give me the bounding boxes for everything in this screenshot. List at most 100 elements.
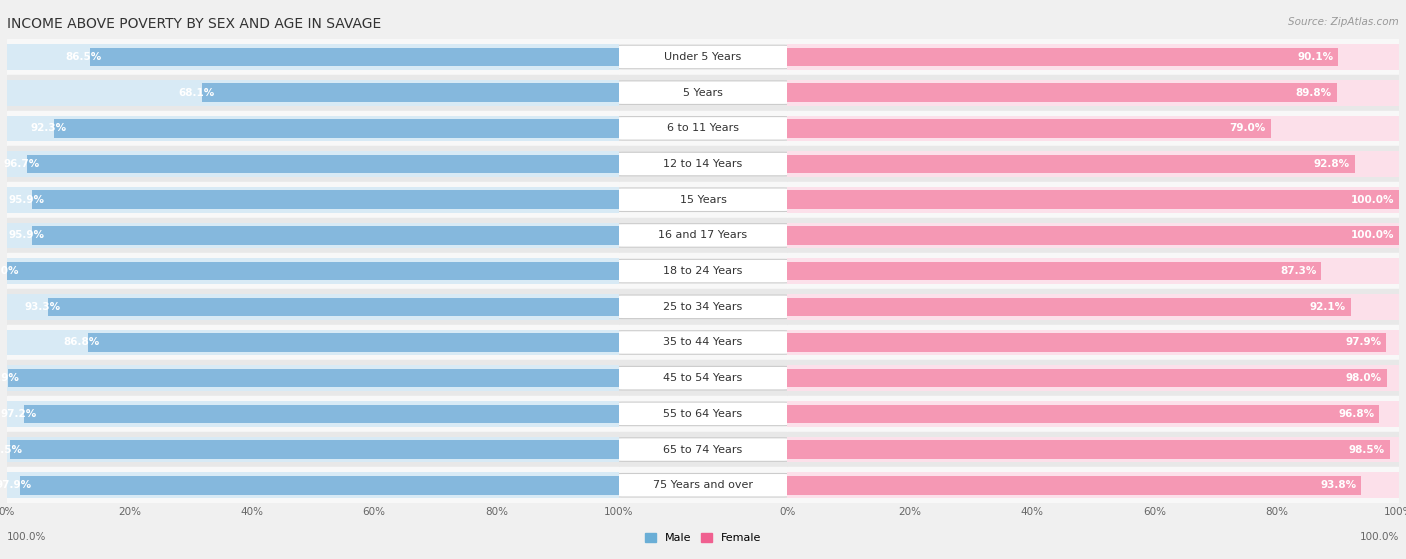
Bar	[619, 182, 787, 217]
Text: 96.7%: 96.7%	[3, 159, 39, 169]
Text: 89.8%: 89.8%	[1295, 88, 1331, 98]
Text: 97.2%: 97.2%	[0, 409, 37, 419]
FancyBboxPatch shape	[613, 152, 793, 176]
Text: Under 5 Years: Under 5 Years	[665, 52, 741, 62]
Text: 6 to 11 Years: 6 to 11 Years	[666, 124, 740, 134]
Bar	[787, 401, 1399, 427]
Bar	[619, 396, 787, 432]
FancyBboxPatch shape	[613, 366, 793, 390]
Bar	[87, 333, 619, 352]
Bar	[619, 467, 787, 503]
Bar	[787, 222, 1399, 248]
Bar	[7, 401, 619, 427]
Text: 16 and 17 Years: 16 and 17 Years	[658, 230, 748, 240]
Bar	[787, 187, 1399, 212]
Bar	[7, 361, 619, 396]
Bar	[7, 253, 619, 289]
Text: 15 Years: 15 Years	[679, 195, 727, 205]
Bar	[787, 467, 1399, 503]
Bar	[787, 217, 1399, 253]
Text: 98.5%: 98.5%	[1348, 444, 1385, 454]
Bar	[787, 472, 1399, 498]
Bar	[7, 75, 619, 111]
Text: 18 to 24 Years: 18 to 24 Years	[664, 266, 742, 276]
Bar	[619, 432, 787, 467]
Text: 100.0%: 100.0%	[1360, 532, 1399, 542]
Bar	[787, 119, 1271, 138]
FancyBboxPatch shape	[613, 188, 793, 211]
Bar	[787, 111, 1399, 146]
Text: 100.0%: 100.0%	[0, 266, 20, 276]
Bar	[787, 437, 1399, 462]
Bar	[7, 222, 619, 248]
Bar	[7, 366, 619, 391]
Bar	[7, 39, 619, 75]
Bar	[787, 226, 1399, 245]
Bar	[7, 146, 619, 182]
Bar	[787, 253, 1399, 289]
Bar	[619, 325, 787, 361]
Text: 86.5%: 86.5%	[66, 52, 101, 62]
Bar	[7, 432, 619, 467]
Bar	[787, 432, 1399, 467]
Bar	[787, 182, 1399, 217]
Bar	[7, 262, 619, 281]
Bar	[32, 191, 619, 209]
Bar	[7, 258, 619, 284]
Text: 97.9%: 97.9%	[0, 480, 32, 490]
Bar	[787, 440, 1389, 459]
Text: 95.9%: 95.9%	[8, 230, 45, 240]
Bar	[787, 262, 1322, 281]
FancyBboxPatch shape	[613, 224, 793, 247]
Bar	[787, 325, 1399, 361]
FancyBboxPatch shape	[613, 117, 793, 140]
Bar	[7, 437, 619, 462]
Bar	[619, 361, 787, 396]
Bar	[787, 75, 1399, 111]
Bar	[48, 297, 619, 316]
Bar	[619, 146, 787, 182]
Bar	[619, 75, 787, 111]
FancyBboxPatch shape	[613, 295, 793, 319]
Bar	[787, 191, 1399, 209]
Bar	[7, 396, 619, 432]
Bar	[90, 48, 619, 67]
Text: 97.9%: 97.9%	[1346, 338, 1381, 348]
Text: 92.8%: 92.8%	[1315, 159, 1350, 169]
Bar	[7, 330, 619, 356]
Bar	[27, 155, 619, 173]
Bar	[787, 44, 1399, 70]
Text: 75 Years and over: 75 Years and over	[652, 480, 754, 490]
Text: 12 to 14 Years: 12 to 14 Years	[664, 159, 742, 169]
Text: 96.8%: 96.8%	[1339, 409, 1375, 419]
FancyBboxPatch shape	[613, 259, 793, 283]
Text: 68.1%: 68.1%	[179, 88, 214, 98]
FancyBboxPatch shape	[613, 402, 793, 425]
Bar	[787, 155, 1355, 173]
Text: 95.9%: 95.9%	[8, 195, 45, 205]
Bar	[7, 472, 619, 498]
Bar	[787, 330, 1399, 356]
Bar	[787, 396, 1399, 432]
Text: 92.3%: 92.3%	[31, 124, 66, 134]
Bar	[7, 289, 619, 325]
Bar	[7, 116, 619, 141]
Bar	[787, 333, 1386, 352]
Text: 90.1%: 90.1%	[1298, 52, 1333, 62]
Text: 55 to 64 Years: 55 to 64 Years	[664, 409, 742, 419]
Bar	[787, 48, 1339, 67]
Bar	[619, 217, 787, 253]
Bar	[619, 111, 787, 146]
Bar	[787, 476, 1361, 495]
Text: 93.3%: 93.3%	[24, 302, 60, 312]
Text: 87.3%: 87.3%	[1279, 266, 1316, 276]
Legend: Male, Female: Male, Female	[641, 528, 765, 548]
Bar	[7, 80, 619, 106]
Text: 93.8%: 93.8%	[1320, 480, 1357, 490]
Bar	[202, 83, 619, 102]
Bar	[7, 294, 619, 320]
Bar	[787, 297, 1351, 316]
Text: 99.9%: 99.9%	[0, 373, 20, 383]
FancyBboxPatch shape	[613, 438, 793, 461]
Bar	[787, 366, 1399, 391]
